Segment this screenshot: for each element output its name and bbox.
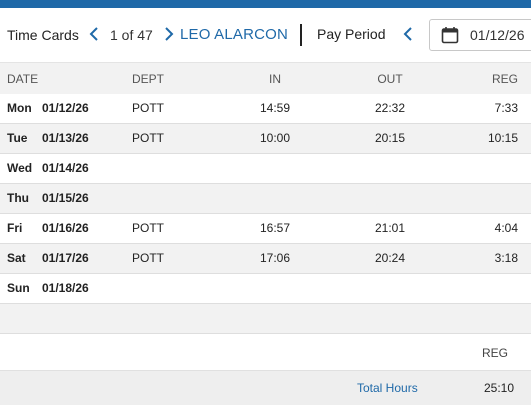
row-day: Mon (7, 101, 32, 115)
app-top-bar (0, 0, 531, 8)
row-date: 01/17/26 (42, 251, 89, 265)
table-row[interactable]: Wed 01/14/26 (0, 154, 531, 184)
pay-period-date-value: 01/12/26 (470, 27, 525, 43)
row-out: 21:01 (375, 221, 406, 235)
row-day: Sun (7, 281, 30, 295)
row-out: 20:15 (375, 131, 406, 145)
row-reg: 10:15 (487, 131, 518, 145)
table-row[interactable]: Fri 01/16/26 POTT 16:57 21:01 4:04 (0, 214, 531, 244)
toolbar-divider (300, 24, 302, 46)
table-row[interactable]: Thu 01/15/26 (0, 184, 531, 214)
row-day: Sat (7, 251, 26, 265)
row-reg: 7:33 (494, 101, 518, 115)
chevron-right-icon (165, 27, 174, 41)
row-dept: POTT (132, 101, 164, 115)
row-in: 14:59 (260, 101, 291, 115)
row-reg: 3:18 (494, 251, 518, 265)
page-title: Time Cards (7, 27, 79, 43)
record-counter: 1 of 47 (110, 27, 153, 43)
row-in: 10:00 (260, 131, 291, 145)
column-header-date: DATE (7, 72, 39, 86)
timecard-toolbar: Time Cards 1 of 47 LEO ALARCON Pay Perio… (0, 8, 531, 62)
pay-period-date-picker[interactable]: 01/12/26 (429, 19, 531, 51)
row-date: 01/15/26 (42, 191, 89, 205)
summary-reg-label: REG (481, 346, 508, 360)
table-row[interactable]: Tue 01/13/26 POTT 10:00 20:15 10:15 (0, 124, 531, 154)
row-reg: 4:04 (494, 221, 518, 235)
table-header: DATE DEPT IN OUT REG (0, 62, 531, 95)
table-row[interactable]: Sat 01/17/26 POTT 17:06 20:24 3:18 (0, 244, 531, 274)
table-row-empty (0, 304, 531, 334)
chevron-left-icon (89, 27, 98, 41)
column-header-dept: DEPT (132, 72, 165, 86)
chevron-left-icon (403, 27, 412, 41)
row-dept: POTT (132, 221, 164, 235)
column-header-reg: REG (491, 72, 518, 86)
total-hours-value: 25:10 (484, 381, 515, 395)
table-row[interactable]: Mon 01/12/26 POTT 14:59 22:32 7:33 (0, 94, 531, 124)
row-in: 17:06 (260, 251, 291, 265)
next-employee-button[interactable] (162, 25, 176, 43)
row-day: Wed (7, 161, 33, 175)
row-date: 01/18/26 (42, 281, 89, 295)
column-header-out: OUT (377, 72, 403, 86)
row-out: 22:32 (375, 101, 406, 115)
employee-name-link[interactable]: LEO ALARCON (180, 26, 289, 43)
row-in: 16:57 (260, 221, 291, 235)
row-out: 20:24 (375, 251, 406, 265)
row-dept: POTT (132, 251, 164, 265)
row-date: 01/12/26 (42, 101, 89, 115)
table-row[interactable]: Sun 01/18/26 (0, 274, 531, 304)
row-date: 01/14/26 (42, 161, 89, 175)
previous-employee-button[interactable] (87, 25, 101, 43)
calendar-icon (441, 27, 459, 44)
row-dept: POTT (132, 131, 164, 145)
total-hours-label: Total Hours (357, 381, 418, 395)
previous-pay-period-button[interactable] (401, 25, 415, 43)
summary-header: REG (0, 334, 531, 370)
column-header-in: IN (269, 72, 281, 86)
pay-period-label: Pay Period (317, 26, 386, 42)
row-date: 01/13/26 (42, 131, 89, 145)
row-day: Fri (7, 221, 23, 235)
row-day: Thu (7, 191, 29, 205)
row-date: 01/16/26 (42, 221, 89, 235)
total-hours-row: Total Hours 25:10 (0, 370, 531, 405)
row-day: Tue (7, 131, 28, 145)
